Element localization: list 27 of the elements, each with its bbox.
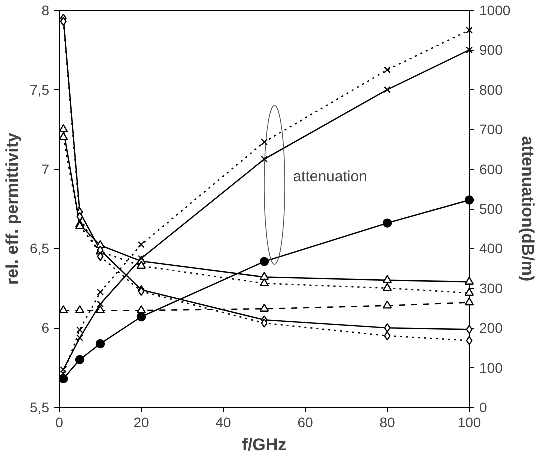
- y-tick-label: 7,5: [30, 82, 50, 98]
- x-tick-label: 20: [134, 414, 150, 430]
- y2-axis-title: attenuation(dB/m): [518, 136, 538, 282]
- x-tick-label: 0: [56, 414, 64, 430]
- y2-tick-label: 300: [480, 280, 504, 296]
- y-tick-label: 6,5: [30, 240, 50, 257]
- y2-tick-label: 500: [480, 201, 504, 217]
- x-tick-label: 100: [458, 414, 482, 430]
- y2-tick-label: 200: [480, 320, 504, 336]
- x-tick-label: 80: [380, 414, 396, 430]
- y2-tick-label: 600: [480, 161, 504, 178]
- y-tick-label: 8: [42, 2, 50, 18]
- y2-tick-label: 800: [480, 82, 504, 98]
- y2-tick-label: 1000: [480, 2, 511, 18]
- x-tick-label: 60: [298, 414, 314, 430]
- y2-tick-label: 100: [480, 360, 504, 376]
- y-tick-label: 7: [42, 161, 50, 178]
- y2-tick-label: 400: [480, 240, 504, 257]
- y-tick-label: 6: [42, 320, 50, 336]
- annotation: attenuation: [293, 168, 368, 186]
- x-axis-title: f/GHz: [242, 436, 287, 454]
- x-tick-label: 40: [216, 414, 232, 430]
- y2-tick-label: 700: [480, 122, 504, 138]
- y-tick-label: 5,5: [30, 400, 50, 416]
- y2-tick-label: 0: [480, 400, 488, 416]
- y-axis-title: rel. eff. permittivity: [3, 132, 22, 286]
- y2-tick-label: 900: [480, 42, 504, 58]
